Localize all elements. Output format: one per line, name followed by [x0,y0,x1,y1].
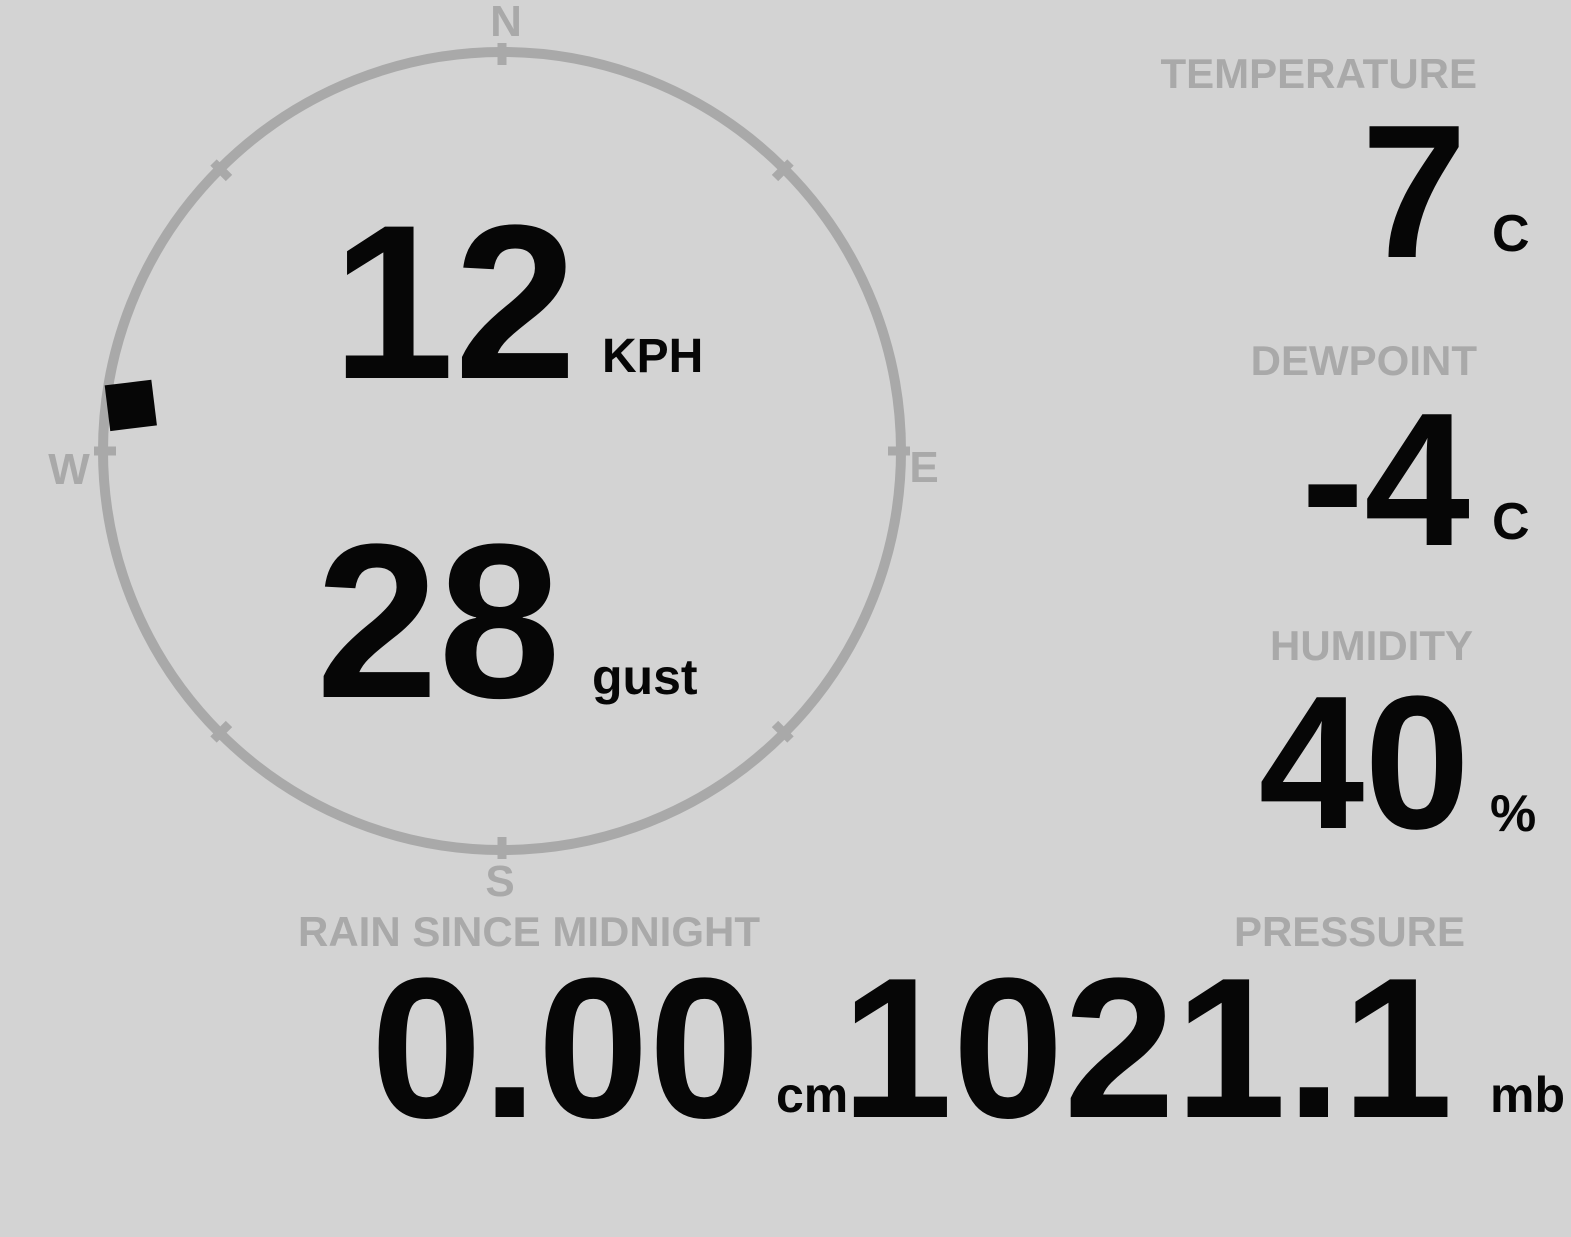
rain-label: RAIN SINCE MIDNIGHT [298,908,760,955]
compass-tick-marks [94,43,910,859]
dewpoint-value: -4 [1301,374,1470,586]
humidity-value: 40 [1258,657,1470,869]
temperature-label: TEMPERATURE [1160,50,1477,97]
pressure-value: 1021.1 [841,937,1453,1160]
humidity-unit: % [1490,785,1537,843]
compass-east-label: E [909,443,939,492]
compass-north-label: N [490,0,522,46]
pressure-label: PRESSURE [1233,908,1465,955]
temperature-value: 7 [1361,86,1467,298]
wind-direction-marker [104,379,157,432]
dewpoint-unit: C [1492,493,1530,551]
rain-value: 0.00 [370,937,760,1160]
wind-speed-value: 12 [332,179,577,425]
wind-gust-unit: gust [592,649,698,705]
compass-south-label: S [485,857,515,906]
wind-speed-unit: KPH [602,330,704,383]
compass-west-label: W [48,445,90,494]
wind-gust-value: 28 [316,498,561,744]
rain-unit: cm [776,1067,849,1123]
temperature-unit: C [1492,205,1530,263]
pressure-unit: mb [1490,1067,1565,1123]
humidity-label: HUMIDITY [1270,622,1473,669]
dewpoint-label: DEWPOINT [1250,337,1477,384]
